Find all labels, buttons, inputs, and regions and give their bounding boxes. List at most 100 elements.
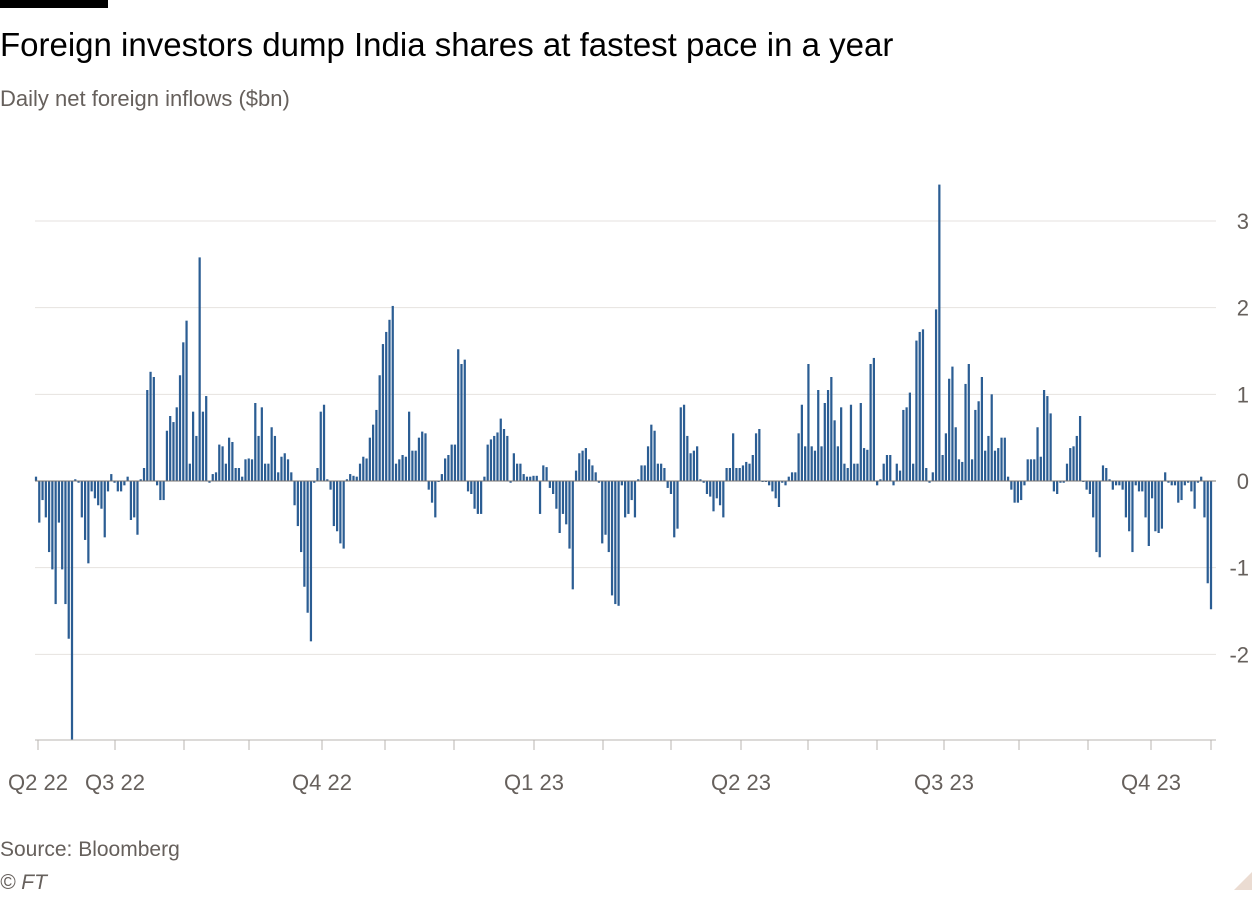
data-bar xyxy=(601,481,604,544)
data-bar xyxy=(61,481,64,570)
data-bar xyxy=(889,455,892,481)
data-bar xyxy=(329,481,332,490)
data-bar xyxy=(1026,459,1029,481)
data-bar xyxy=(1141,481,1144,492)
data-bar xyxy=(87,481,90,564)
data-bar xyxy=(807,364,810,481)
data-bar xyxy=(578,453,581,481)
data-bar xyxy=(178,375,182,481)
data-bar xyxy=(506,435,509,481)
data-bar xyxy=(948,378,951,481)
data-bar xyxy=(470,481,473,494)
data-bar xyxy=(588,459,591,481)
data-bar xyxy=(165,430,169,481)
source-note: Source: Bloomberg xyxy=(0,838,180,861)
data-bar xyxy=(794,472,797,481)
data-bar xyxy=(257,435,260,481)
data-bar xyxy=(103,481,106,538)
data-bar xyxy=(997,448,1000,481)
data-bar xyxy=(1098,481,1101,558)
data-bar xyxy=(463,359,466,481)
data-bar xyxy=(1131,481,1134,553)
data-bar xyxy=(784,481,787,486)
data-bar xyxy=(133,481,136,518)
data-bar xyxy=(535,475,538,481)
data-bar xyxy=(34,476,38,481)
data-bar xyxy=(365,458,368,481)
data-bar xyxy=(509,481,512,483)
data-bar xyxy=(260,407,263,481)
data-bar xyxy=(466,481,470,492)
data-bar xyxy=(774,481,777,499)
data-bar xyxy=(1124,481,1128,518)
data-bar xyxy=(411,450,414,481)
data-bar xyxy=(319,411,322,481)
data-bar xyxy=(414,450,417,481)
data-bar xyxy=(597,481,601,483)
data-bar xyxy=(70,481,74,740)
data-bar xyxy=(306,481,309,613)
data-bar xyxy=(110,474,113,481)
data-bar xyxy=(427,481,430,490)
data-bar xyxy=(1092,481,1095,518)
data-bar xyxy=(286,459,290,481)
data-bar xyxy=(862,448,866,481)
data-bar xyxy=(885,455,889,481)
data-bar xyxy=(718,481,722,506)
y-tick-label: 1 xyxy=(1237,382,1249,407)
data-bar xyxy=(64,481,67,605)
data-bar xyxy=(1062,481,1065,483)
data-bar xyxy=(408,411,411,481)
data-bar xyxy=(1095,481,1098,553)
data-bar xyxy=(336,481,339,532)
data-bar xyxy=(267,463,270,481)
data-bar xyxy=(548,481,551,488)
data-bar xyxy=(1147,481,1150,546)
data-bar xyxy=(1042,390,1046,481)
data-bar xyxy=(322,404,326,481)
data-bar xyxy=(643,465,646,481)
data-bar xyxy=(123,481,126,486)
data-bar xyxy=(146,390,149,481)
data-bar xyxy=(205,396,208,481)
data-bar xyxy=(388,319,391,481)
data-bar xyxy=(787,476,790,481)
data-bar xyxy=(538,481,542,514)
data-bar xyxy=(640,465,643,481)
data-bar xyxy=(610,481,614,596)
data-bar xyxy=(381,344,385,481)
data-bar xyxy=(1209,481,1213,610)
data-bar xyxy=(944,433,948,481)
data-bar xyxy=(398,459,401,481)
data-bar xyxy=(264,463,267,481)
data-bar xyxy=(1121,481,1124,490)
data-bar xyxy=(1203,481,1206,518)
data-bar xyxy=(1065,463,1069,481)
x-tick-label: Q4 23 xyxy=(1121,770,1181,795)
data-bar xyxy=(342,481,345,549)
data-bar xyxy=(1108,479,1111,481)
data-bar xyxy=(358,463,362,481)
data-bar xyxy=(309,481,313,642)
x-tick-label: Q2 23 xyxy=(711,770,771,795)
data-bar xyxy=(777,481,781,507)
data-bar xyxy=(185,320,188,481)
data-bar xyxy=(522,474,525,481)
data-bar xyxy=(1183,481,1186,486)
data-bar xyxy=(810,446,813,481)
data-bar xyxy=(391,305,394,481)
data-bar xyxy=(1180,481,1183,501)
data-bar xyxy=(591,465,594,481)
data-bar xyxy=(669,481,673,494)
data-bar xyxy=(231,442,234,481)
data-bar xyxy=(712,481,715,512)
data-bar xyxy=(532,475,535,481)
data-bar xyxy=(925,468,928,481)
data-bar xyxy=(676,481,679,529)
data-bar xyxy=(195,435,198,481)
data-bar xyxy=(401,455,404,481)
data-bar xyxy=(741,465,745,481)
data-bar xyxy=(273,435,277,481)
data-bar xyxy=(385,331,388,481)
data-bar xyxy=(797,433,800,481)
